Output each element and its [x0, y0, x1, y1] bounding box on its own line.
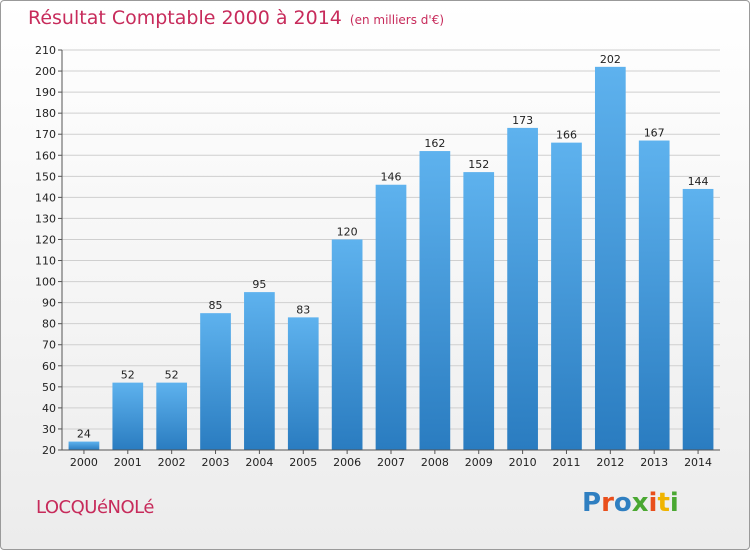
x-tick-label: 2002 [158, 456, 186, 469]
y-tick-label: 20 [42, 444, 56, 457]
x-tick-label: 2005 [289, 456, 317, 469]
bar [156, 382, 188, 450]
x-tick-label: 2013 [640, 456, 668, 469]
logo-letter: o [613, 488, 632, 518]
x-tick-label: 2010 [509, 456, 537, 469]
x-tick-label: 2012 [596, 456, 624, 469]
y-tick-label: 180 [35, 107, 56, 120]
data-label: 85 [209, 299, 223, 312]
commune-name: LOCQUéNOLé [36, 497, 154, 518]
bar [507, 127, 538, 450]
bars [68, 66, 714, 451]
proxiti-logo: Proxiti [582, 488, 679, 518]
bar [200, 313, 231, 450]
y-tick-label: 190 [35, 86, 56, 99]
y-tick-label: 100 [35, 276, 56, 289]
data-label: 166 [556, 129, 577, 142]
bar [419, 151, 451, 451]
bar [244, 292, 275, 450]
x-tick-label: 2000 [70, 456, 98, 469]
y-tick-label: 30 [42, 423, 56, 436]
logo-letter: i [648, 488, 658, 518]
y-tick-label: 130 [35, 212, 56, 225]
bar [551, 142, 582, 450]
logo-letter: i [669, 488, 679, 518]
bar [375, 184, 407, 450]
y-tick-label: 50 [42, 381, 56, 394]
y-tick-label: 210 [35, 44, 56, 57]
y-tick-label: 70 [42, 339, 56, 352]
y-tick-label: 60 [42, 360, 56, 373]
data-label: 120 [337, 225, 358, 238]
bar [112, 382, 144, 450]
chart-subtitle: (en milliers d'€) [349, 13, 445, 27]
x-tick-label: 2011 [552, 456, 580, 469]
data-label: 162 [424, 137, 445, 150]
data-label: 24 [77, 428, 91, 441]
y-tick-label: 40 [42, 402, 56, 415]
bar [287, 317, 319, 450]
data-label: 95 [252, 278, 266, 291]
y-tick-label: 80 [42, 318, 56, 331]
chart-title: Résultat Comptable 2000 à 2014 (en millie… [28, 7, 444, 29]
y-tick-label: 200 [35, 65, 56, 78]
data-label: 167 [644, 127, 665, 140]
data-label: 202 [600, 53, 621, 66]
data-label: 52 [121, 369, 135, 382]
logo-letter: P [582, 488, 602, 518]
x-tick-label: 2003 [202, 456, 230, 469]
y-tick-label: 110 [35, 255, 56, 268]
labels: 20 30 40 50 60 70 80 90 100 110 120 130 140 150 160 170… [35, 44, 712, 469]
logo-letter: t [657, 488, 670, 518]
x-tick-label: 2006 [333, 456, 361, 469]
y-tick-label: 160 [35, 149, 56, 162]
bar [463, 172, 495, 450]
x-tick-label: 2008 [421, 456, 449, 469]
y-tick-label: 140 [35, 191, 56, 204]
axes [58, 49, 720, 454]
bar [331, 239, 363, 450]
data-label: 52 [165, 369, 179, 382]
y-tick-label: 170 [35, 128, 56, 141]
x-tick-label: 2001 [114, 456, 142, 469]
data-label: 146 [381, 171, 402, 184]
logo-letter: x [631, 488, 649, 518]
data-label: 83 [296, 303, 310, 316]
bar [68, 441, 100, 450]
y-tick-label: 120 [35, 233, 56, 246]
x-tick-label: 2007 [377, 456, 405, 469]
data-label: 152 [468, 158, 489, 171]
title-text: Résultat Comptable 2000 à 2014 [28, 7, 342, 29]
data-label: 173 [512, 114, 533, 127]
data-label: 144 [688, 175, 709, 188]
y-tick-label: 150 [35, 170, 56, 183]
bar [682, 188, 714, 450]
x-tick-label: 2009 [465, 456, 493, 469]
bar [594, 66, 626, 450]
y-tick-label: 90 [42, 297, 56, 310]
x-tick-label: 2014 [684, 456, 712, 469]
bar [638, 140, 670, 451]
logo-letter: r [601, 488, 614, 518]
x-tick-label: 2004 [245, 456, 273, 469]
